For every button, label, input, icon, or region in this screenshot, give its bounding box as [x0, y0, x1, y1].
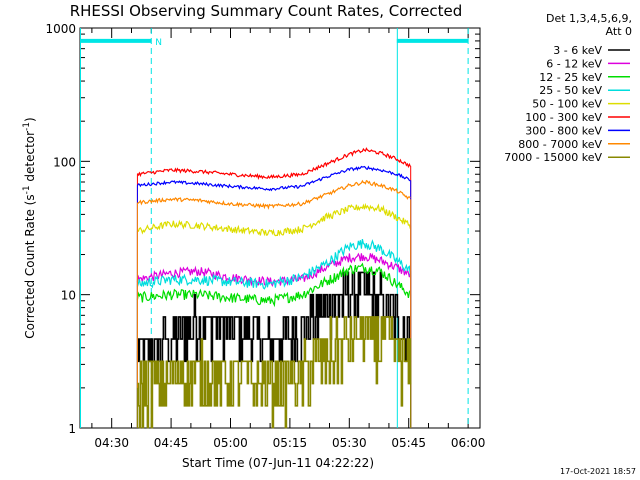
series-line-800to7000keV [137, 179, 411, 210]
y-tick-label: 1 [68, 422, 76, 436]
x-tick-label: 04:45 [154, 436, 189, 450]
series-line-3to6keV [137, 271, 412, 363]
legend-header-detectors: Det 1,3,4,5,6,9, [546, 12, 632, 25]
legend-label: 300 - 800 keV [525, 124, 602, 137]
x-tick-label: 05:30 [332, 436, 367, 450]
y-tick-label: 100 [53, 155, 76, 169]
x-tick-label: 05:45 [391, 436, 426, 450]
series-line-50to100keV [137, 202, 411, 237]
y-axis-label-sup1: -1 [22, 185, 32, 194]
x-tick-label: 05:15 [273, 436, 308, 450]
legend-label: 6 - 12 keV [546, 57, 602, 70]
legend-label: 12 - 25 keV [539, 71, 602, 84]
y-axis-label: Corrected Count Rate (s-1 detector-1) [22, 117, 37, 338]
legend-label: 25 - 50 keV [539, 84, 602, 97]
legend-header-attenuator: Att 0 [606, 25, 632, 38]
footer-timestamp: 17-Oct-2021 18:57 [560, 467, 636, 476]
y-axis-label-sup2: -1 [22, 122, 32, 131]
legend-label: 3 - 6 keV [553, 44, 602, 57]
series-line-7000to15000keV [137, 316, 412, 429]
attenuator-overlays: N [80, 28, 469, 428]
y-axis-label-mid: detector [23, 131, 37, 186]
x-tick-label: 04:30 [94, 436, 129, 450]
series-line-300to800keV [136, 165, 411, 192]
legend-label: 7000 - 15000 keV [504, 151, 602, 164]
series-line-25to50keV [136, 238, 411, 290]
x-tick-label: 05:00 [213, 436, 248, 450]
legend-label: 100 - 300 keV [525, 111, 602, 124]
attenuator-marker-label: N [155, 38, 162, 48]
y-axis-label-main: Corrected Count Rate (s [23, 194, 37, 338]
legend-label: 800 - 7000 keV [518, 138, 602, 151]
y-axis: 1 10 100 1000 [45, 22, 480, 436]
y-tick-label: 10 [61, 289, 76, 303]
chart-title: RHESSI Observing Summary Count Rates, Co… [70, 2, 463, 20]
series-line-12to25keV [136, 262, 411, 308]
series-line-100to300keV [136, 147, 411, 180]
x-tick-label: 06:00 [451, 436, 486, 450]
y-axis-label-end: ) [23, 117, 37, 122]
y-tick-label: 1000 [45, 22, 76, 36]
x-axis: 04:30 04:45 05:00 05:15 05:30 05:45 06:00 [91, 28, 486, 450]
series-layer [136, 147, 412, 429]
legend-label: 50 - 100 keV [532, 98, 602, 111]
x-axis-label: Start Time (07-Jun-11 04:22:22) [182, 456, 374, 470]
